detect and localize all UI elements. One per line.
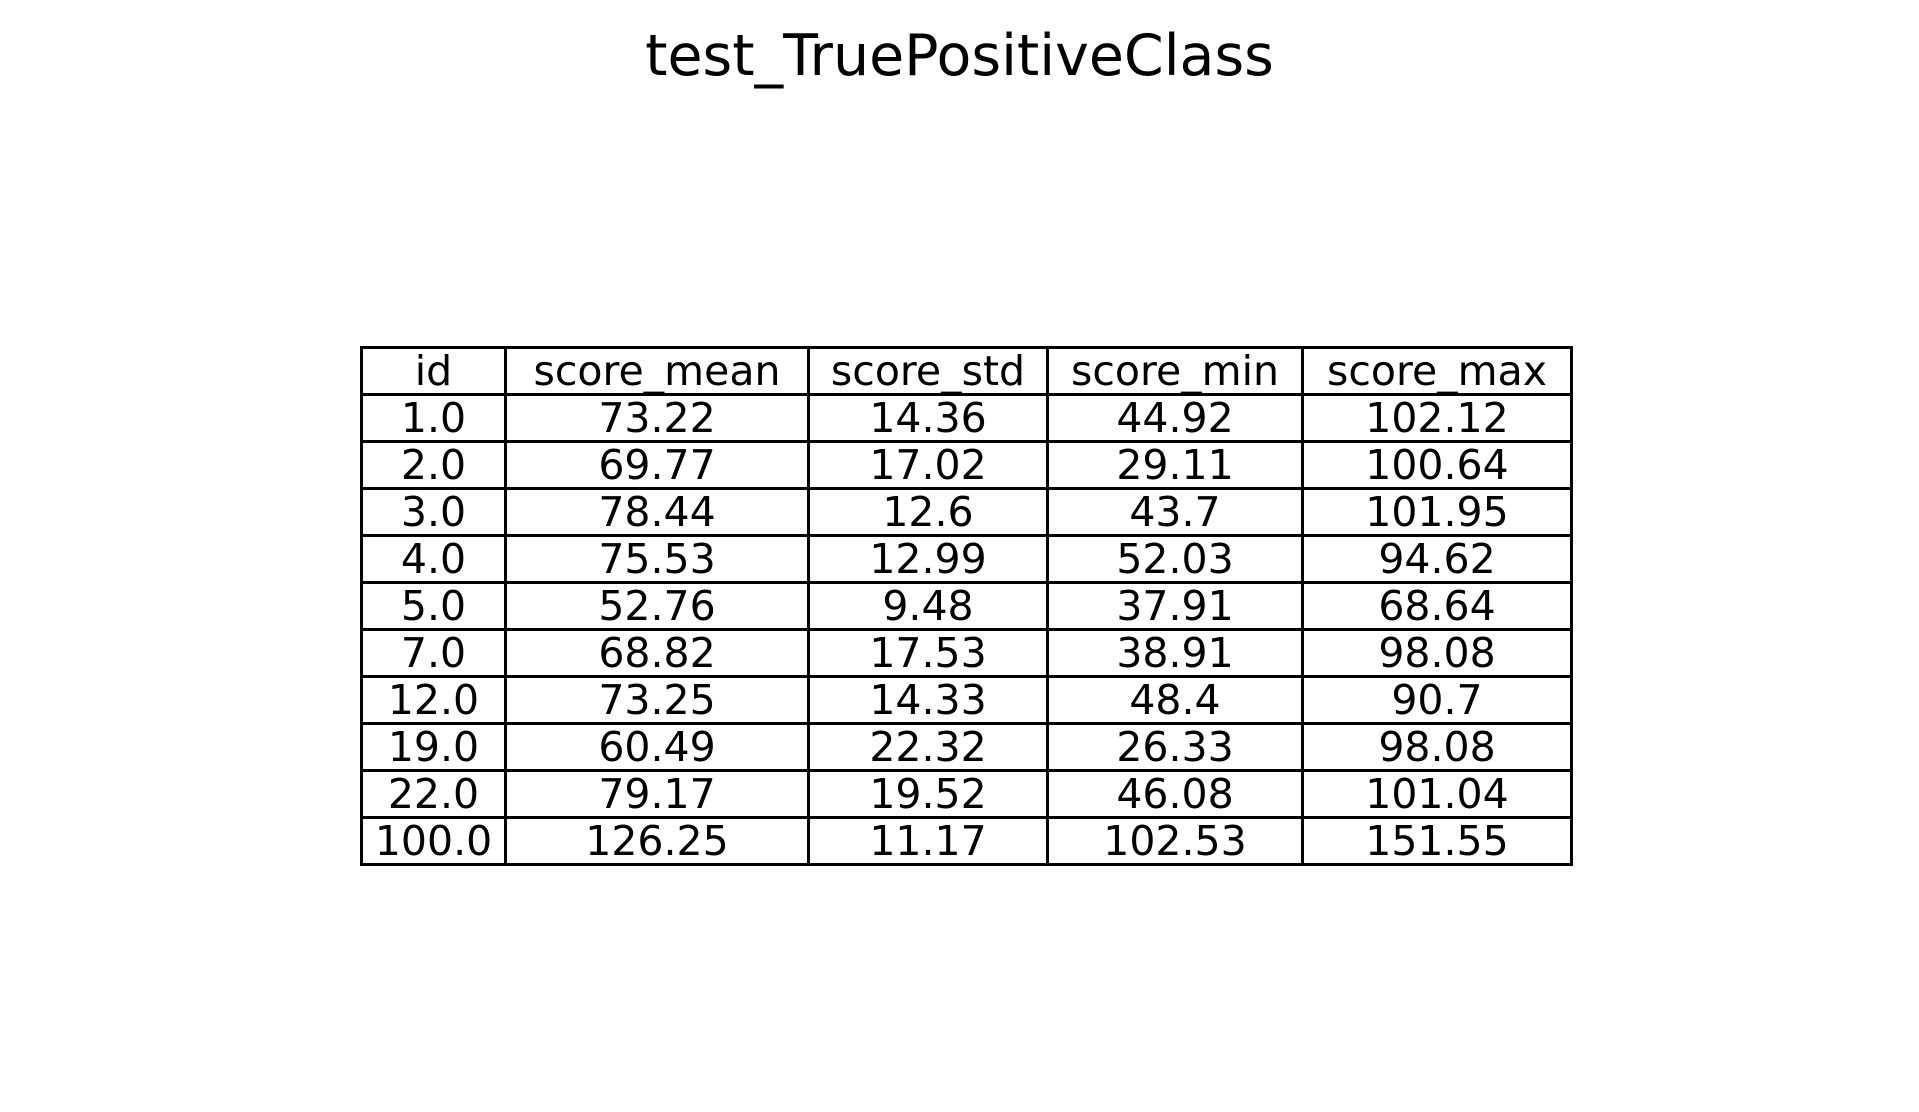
table-cell-score-max: 101.04	[1301, 769, 1573, 819]
table-cell-score-max: 68.64	[1301, 581, 1573, 631]
table-cell-score-std: 19.52	[807, 769, 1049, 819]
table-cell-score-min: 29.11	[1046, 440, 1304, 490]
table-cell-score-std: 17.02	[807, 440, 1049, 490]
table-cell-id: 22.0	[360, 769, 507, 819]
table-cell-score-std: 14.36	[807, 393, 1049, 443]
table-cell-score-max: 151.55	[1301, 816, 1573, 866]
table-cell-score-std: 12.6	[807, 487, 1049, 537]
table-cell-score-std: 22.32	[807, 722, 1049, 772]
table-cell-id: 7.0	[360, 628, 507, 678]
column-header-score-std: score_std	[807, 346, 1049, 396]
column-header-id: id	[360, 346, 507, 396]
table-cell-score-std: 11.17	[807, 816, 1049, 866]
table-cell-score-min: 43.7	[1046, 487, 1304, 537]
column-header-score-mean: score_mean	[504, 346, 810, 396]
table-cell-score-min: 26.33	[1046, 722, 1304, 772]
table-row: 3.0 78.44 12.6 43.7 101.95	[360, 487, 1573, 537]
table-cell-score-mean: 75.53	[504, 534, 810, 584]
table-cell-score-min: 37.91	[1046, 581, 1304, 631]
data-table: id score_mean score_std score_min score_…	[360, 346, 1573, 866]
table-cell-id: 1.0	[360, 393, 507, 443]
table-cell-score-mean: 69.77	[504, 440, 810, 490]
table-row: 4.0 75.53 12.99 52.03 94.62	[360, 534, 1573, 584]
table-row: 12.0 73.25 14.33 48.4 90.7	[360, 675, 1573, 725]
table-cell-score-max: 98.08	[1301, 628, 1573, 678]
table-cell-id: 12.0	[360, 675, 507, 725]
table-row: 1.0 73.22 14.36 44.92 102.12	[360, 393, 1573, 443]
table-cell-score-mean: 60.49	[504, 722, 810, 772]
table-cell-score-max: 98.08	[1301, 722, 1573, 772]
chart-title: test_TruePositiveClass	[645, 23, 1274, 89]
table-row: 5.0 52.76 9.48 37.91 68.64	[360, 581, 1573, 631]
table-row: 7.0 68.82 17.53 38.91 98.08	[360, 628, 1573, 678]
column-header-score-max: score_max	[1301, 346, 1573, 396]
table-row: 2.0 69.77 17.02 29.11 100.64	[360, 440, 1573, 490]
table-cell-score-max: 100.64	[1301, 440, 1573, 490]
table-cell-score-mean: 126.25	[504, 816, 810, 866]
table-cell-score-mean: 79.17	[504, 769, 810, 819]
table-cell-id: 3.0	[360, 487, 507, 537]
table-cell-score-max: 90.7	[1301, 675, 1573, 725]
table-row: 19.0 60.49 22.32 26.33 98.08	[360, 722, 1573, 772]
table-cell-id: 5.0	[360, 581, 507, 631]
table-cell-score-std: 12.99	[807, 534, 1049, 584]
table-cell-score-std: 14.33	[807, 675, 1049, 725]
table-row: 22.0 79.17 19.52 46.08 101.04	[360, 769, 1573, 819]
table-cell-id: 100.0	[360, 816, 507, 866]
table-cell-score-max: 94.62	[1301, 534, 1573, 584]
column-header-score-min: score_min	[1046, 346, 1304, 396]
table-header: id score_mean score_std score_min score_…	[360, 346, 1573, 396]
table-cell-score-std: 9.48	[807, 581, 1049, 631]
table-cell-score-max: 101.95	[1301, 487, 1573, 537]
table-cell-score-mean: 68.82	[504, 628, 810, 678]
table-cell-score-max: 102.12	[1301, 393, 1573, 443]
table-cell-score-mean: 73.22	[504, 393, 810, 443]
table-cell-score-min: 52.03	[1046, 534, 1304, 584]
table-cell-score-min: 46.08	[1046, 769, 1304, 819]
header-row: id score_mean score_std score_min score_…	[360, 346, 1573, 396]
table-row: 100.0 126.25 11.17 102.53 151.55	[360, 816, 1573, 866]
table-cell-score-min: 38.91	[1046, 628, 1304, 678]
table-cell-score-std: 17.53	[807, 628, 1049, 678]
table-cell-id: 19.0	[360, 722, 507, 772]
table-cell-score-min: 102.53	[1046, 816, 1304, 866]
table-cell-score-min: 44.92	[1046, 393, 1304, 443]
table-cell-id: 4.0	[360, 534, 507, 584]
table-body: 1.0 73.22 14.36 44.92 102.12 2.0 69.77 17.02 29.…	[360, 393, 1573, 866]
table-cell-score-min: 48.4	[1046, 675, 1304, 725]
table-cell-id: 2.0	[360, 440, 507, 490]
table-cell-score-mean: 52.76	[504, 581, 810, 631]
table-cell-score-mean: 78.44	[504, 487, 810, 537]
table-cell-score-mean: 73.25	[504, 675, 810, 725]
